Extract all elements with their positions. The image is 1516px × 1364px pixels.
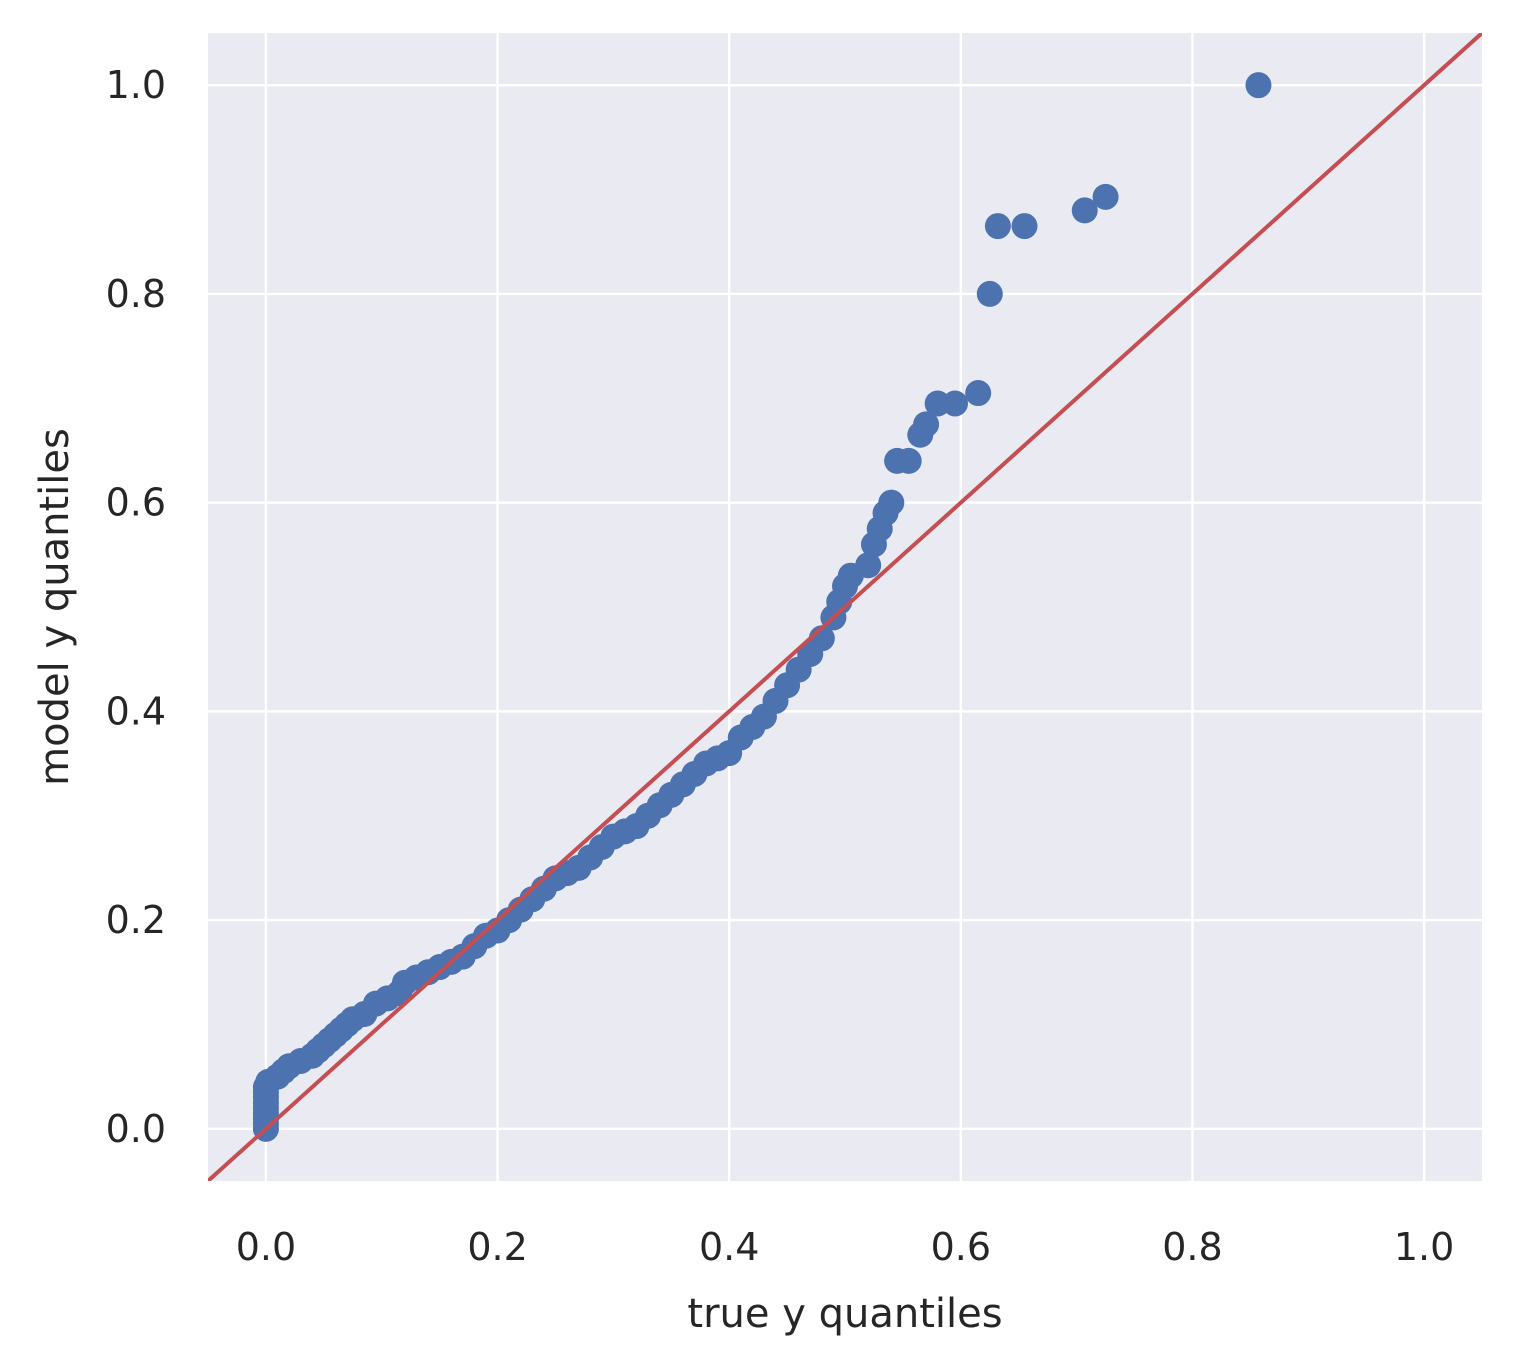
data-point — [1071, 197, 1098, 224]
data-point — [965, 380, 992, 407]
data-point — [1245, 72, 1272, 99]
data-point — [1092, 183, 1119, 210]
y-tick-label: 1.0 — [106, 63, 166, 107]
y-tick-label: 0.0 — [106, 1107, 166, 1151]
grid-lines — [208, 33, 1482, 1181]
y-tick-label: 0.2 — [106, 898, 166, 942]
data-point — [913, 411, 940, 438]
x-tick-label: 0.2 — [467, 1225, 527, 1269]
x-tick-label: 0.6 — [931, 1225, 991, 1269]
y-tick-label: 0.6 — [106, 481, 166, 525]
reference-line-layer — [208, 33, 1482, 1181]
y-tick-labels: 0.0 0.2 0.4 0.6 0.8 1.0 — [106, 63, 166, 1151]
y-tick-label: 0.4 — [106, 689, 166, 733]
data-point — [855, 552, 882, 579]
reference-line — [208, 33, 1482, 1181]
data-point — [895, 447, 922, 474]
x-tick-label: 0.8 — [1162, 1225, 1222, 1269]
y-axis-label: model y quantiles — [32, 428, 78, 786]
data-point — [984, 213, 1011, 240]
x-tick-labels: 0.0 0.2 0.4 0.6 0.8 1.0 — [236, 1225, 1455, 1269]
x-tick-label: 0.4 — [699, 1225, 759, 1269]
x-tick-label: 0.0 — [236, 1225, 296, 1269]
x-tick-label: 1.0 — [1394, 1225, 1454, 1269]
data-point — [942, 390, 969, 417]
data-point — [1011, 213, 1038, 240]
y-tick-label: 0.8 — [106, 272, 166, 316]
data-point — [878, 489, 905, 516]
data-point — [976, 280, 1003, 307]
x-axis-label: true y quantiles — [687, 1291, 1002, 1337]
